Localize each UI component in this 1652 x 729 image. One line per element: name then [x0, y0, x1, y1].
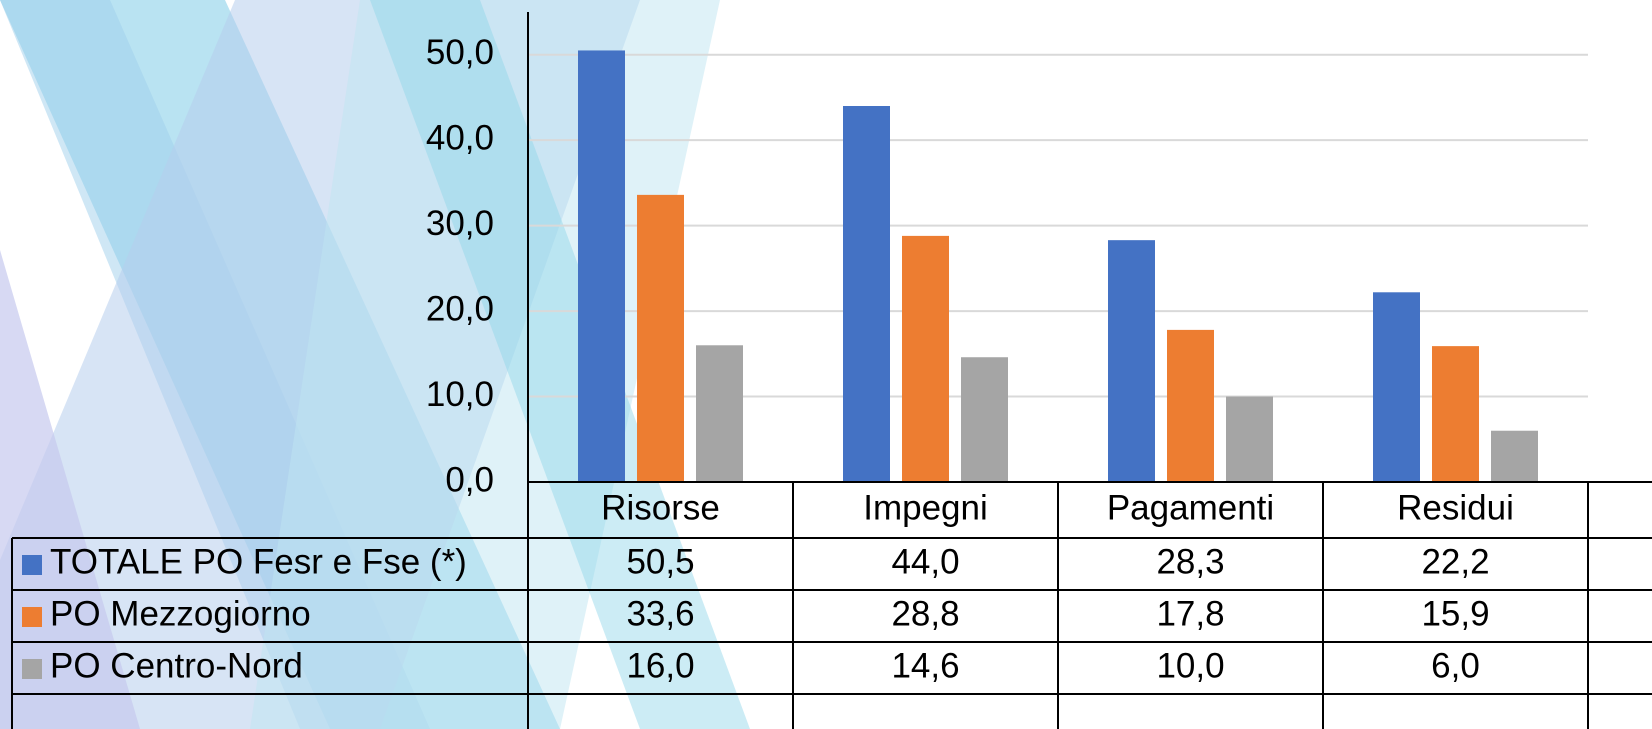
bar [1108, 240, 1155, 482]
y-tick-label: 0,0 [445, 460, 494, 499]
table-value: 14,6 [891, 646, 959, 685]
y-tick-label: 50,0 [426, 33, 494, 72]
table-value: 6,0 [1431, 646, 1480, 685]
legend-swatch [22, 607, 42, 627]
bar [902, 235, 949, 482]
bar [1432, 346, 1479, 482]
legend-label: TOTALE PO Fesr e Fse (*) [50, 542, 467, 581]
bar [1167, 329, 1214, 482]
table-value: 15,9 [1421, 594, 1489, 633]
bar [637, 194, 684, 482]
bar [578, 50, 625, 483]
table-value: 44,0 [891, 542, 959, 581]
table-value: 22,2 [1421, 542, 1489, 581]
bar [843, 106, 890, 482]
legend-label: PO Centro-Nord [50, 646, 303, 685]
bar [1491, 430, 1538, 482]
bar [1373, 292, 1420, 482]
y-tick-label: 10,0 [426, 375, 494, 414]
table-value: 17,8 [1156, 594, 1224, 633]
x-tick-label: Residui [1397, 488, 1514, 527]
table-value: 50,5 [626, 542, 694, 581]
legend-swatch [22, 555, 42, 575]
table-value: 10,0 [1156, 646, 1224, 685]
legend-swatch [22, 659, 42, 679]
bar [696, 345, 743, 482]
y-tick-label: 40,0 [426, 118, 494, 157]
x-tick-label: Impegni [863, 488, 988, 527]
bar [961, 357, 1008, 482]
y-tick-label: 20,0 [426, 289, 494, 328]
bar [1226, 396, 1273, 482]
y-tick-label: 30,0 [426, 204, 494, 243]
x-tick-label: Pagamenti [1107, 488, 1274, 527]
legend-label: PO Mezzogiorno [50, 594, 311, 633]
x-tick-label: Risorse [601, 488, 720, 527]
table-value: 33,6 [626, 594, 694, 633]
table-value: 16,0 [626, 646, 694, 685]
table-value: 28,3 [1156, 542, 1224, 581]
table-value: 28,8 [891, 594, 959, 633]
